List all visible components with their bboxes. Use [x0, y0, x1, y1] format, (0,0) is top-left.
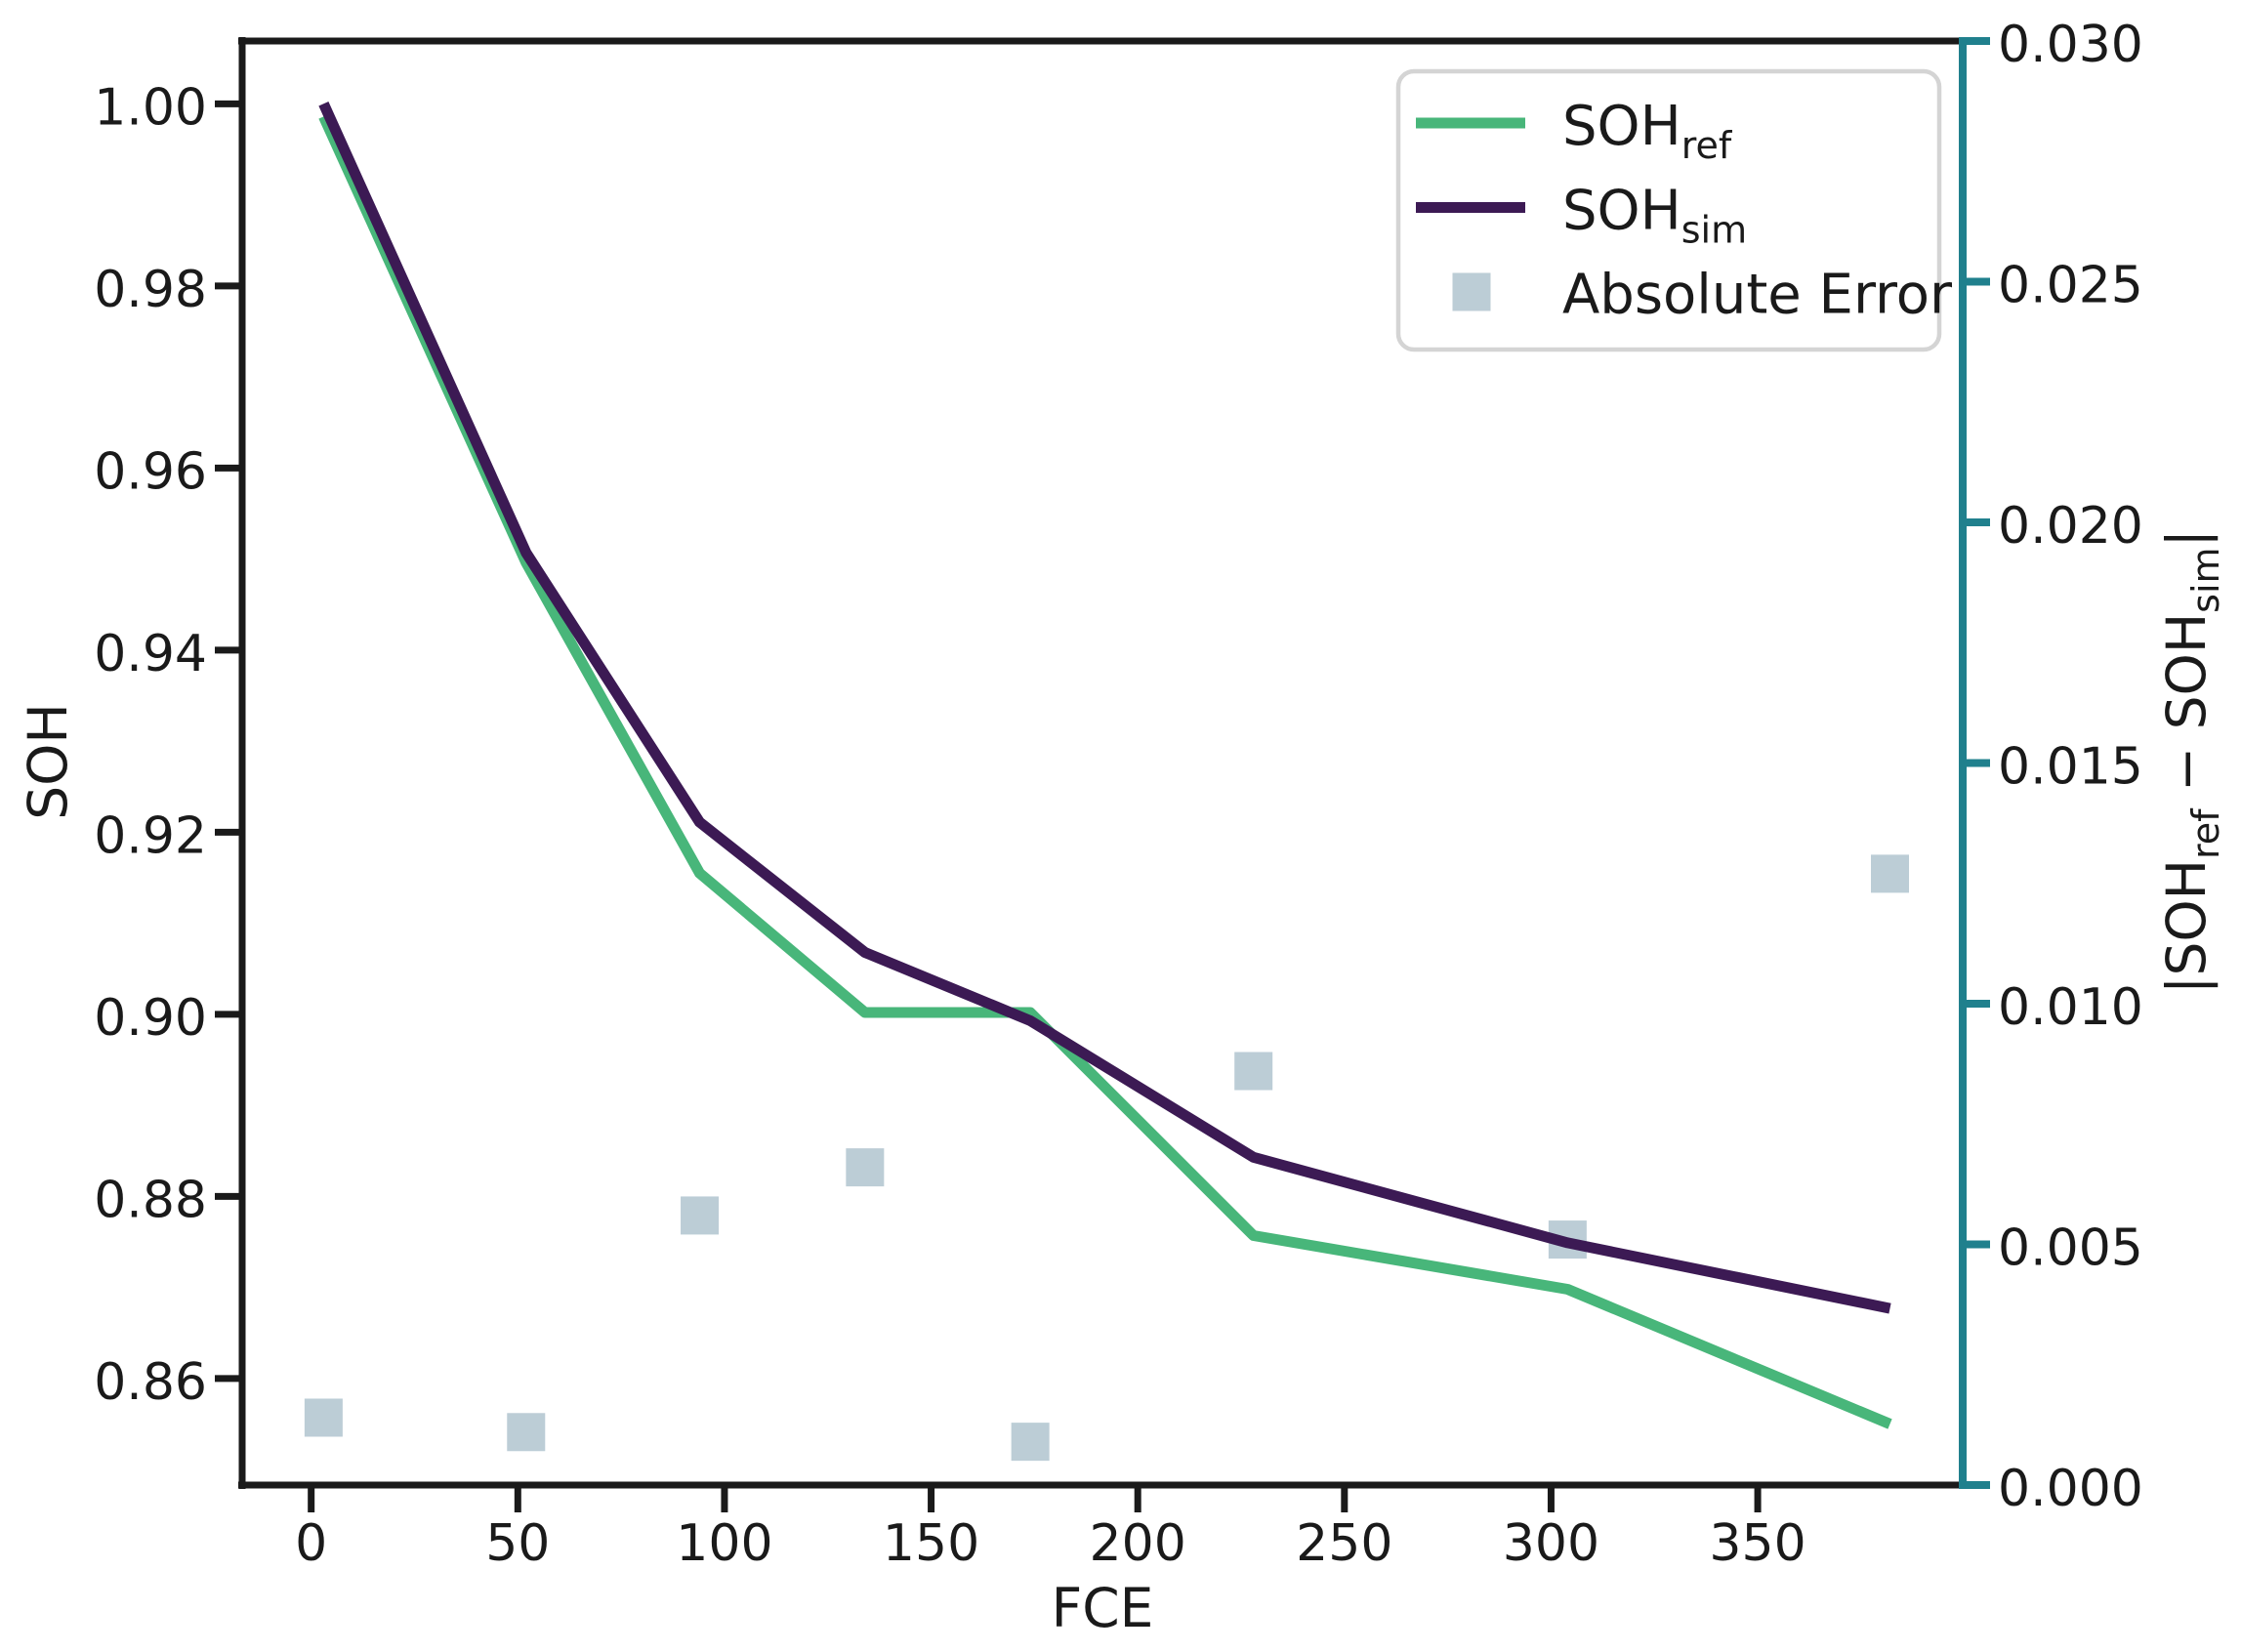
abs-error-point — [507, 1413, 546, 1452]
y-tick-right-label: 0.030 — [1998, 16, 2143, 74]
legend-label-soh-sim: SOHsim — [1562, 180, 1747, 252]
y-axis-label-right: |SOHref − SOHsim| — [2155, 529, 2227, 994]
data-series — [304, 102, 1910, 1462]
y-tick-left-label: 0.90 — [94, 989, 207, 1048]
abs-error-point — [846, 1148, 885, 1187]
x-tick-label: 250 — [1296, 1514, 1392, 1573]
x-axis-label: FCE — [1052, 1577, 1154, 1639]
abs-error-point — [1234, 1052, 1273, 1091]
y-tick-right-label: 0.015 — [1998, 738, 2143, 797]
y-tick-left-label: 0.92 — [94, 806, 207, 865]
y-tick-right-label: 0.000 — [1998, 1460, 2143, 1518]
legend-text: Absolute Error — [1562, 264, 1953, 327]
y-tick-left-label: 0.98 — [94, 261, 207, 319]
right-label-sub-sim: sim — [2184, 547, 2227, 612]
axes-ticks: 0 50 100 150 200 250 300 350 0.86 0.88 0.90 0.92 0.9… — [94, 16, 2143, 1573]
soh-sim-line — [318, 102, 1891, 1314]
y-tick-left-label: 0.94 — [94, 625, 207, 683]
abs-error-point — [681, 1196, 720, 1235]
legend-label-soh-ref: SOHref — [1562, 95, 1733, 167]
y-tick-right-label: 0.005 — [1998, 1219, 2143, 1278]
abs-error-point — [1871, 854, 1910, 893]
abs-error-point — [304, 1398, 343, 1437]
y-tick-left-label: 0.96 — [94, 442, 207, 501]
x-tick-label: 50 — [485, 1514, 550, 1573]
y-axis-label-left: SOH — [17, 703, 79, 820]
right-label-sub-ref: ref — [2184, 807, 2227, 859]
y-tick-left-label: 0.88 — [94, 1171, 207, 1229]
x-tick-label: 200 — [1090, 1514, 1186, 1573]
legend-text-sub: sim — [1681, 209, 1747, 252]
y-tick-right-label: 0.025 — [1998, 257, 2143, 315]
y-tick-right-label: 0.010 — [1998, 978, 2143, 1037]
x-tick-label: 300 — [1503, 1514, 1599, 1573]
right-label-part: − SOH — [2155, 613, 2218, 809]
legend-text-sub: ref — [1681, 124, 1733, 167]
x-tick-label: 0 — [295, 1514, 327, 1573]
x-tick-label: 100 — [676, 1514, 772, 1573]
legend-text: SOH — [1562, 180, 1681, 243]
y-tick-left-label: 0.86 — [94, 1353, 207, 1412]
legend-label-absolute-error: Absolute Error — [1562, 264, 1953, 327]
x-tick-label: 150 — [883, 1514, 979, 1573]
legend-text: SOH — [1562, 95, 1681, 158]
legend-sample-abs-error-square — [1452, 272, 1491, 311]
soh-ref-line — [318, 114, 1892, 1429]
x-tick-label: 350 — [1709, 1514, 1805, 1573]
right-label-part: |SOH — [2155, 859, 2219, 994]
right-label-part: | — [2155, 529, 2219, 548]
legend-box — [1395, 68, 1942, 352]
y-tick-left-label: 1.00 — [94, 78, 207, 137]
legend: SOHref SOHsim Absolute Error — [1395, 68, 1953, 352]
abs-error-point — [1011, 1423, 1050, 1462]
y-tick-right-label: 0.020 — [1998, 497, 2143, 556]
